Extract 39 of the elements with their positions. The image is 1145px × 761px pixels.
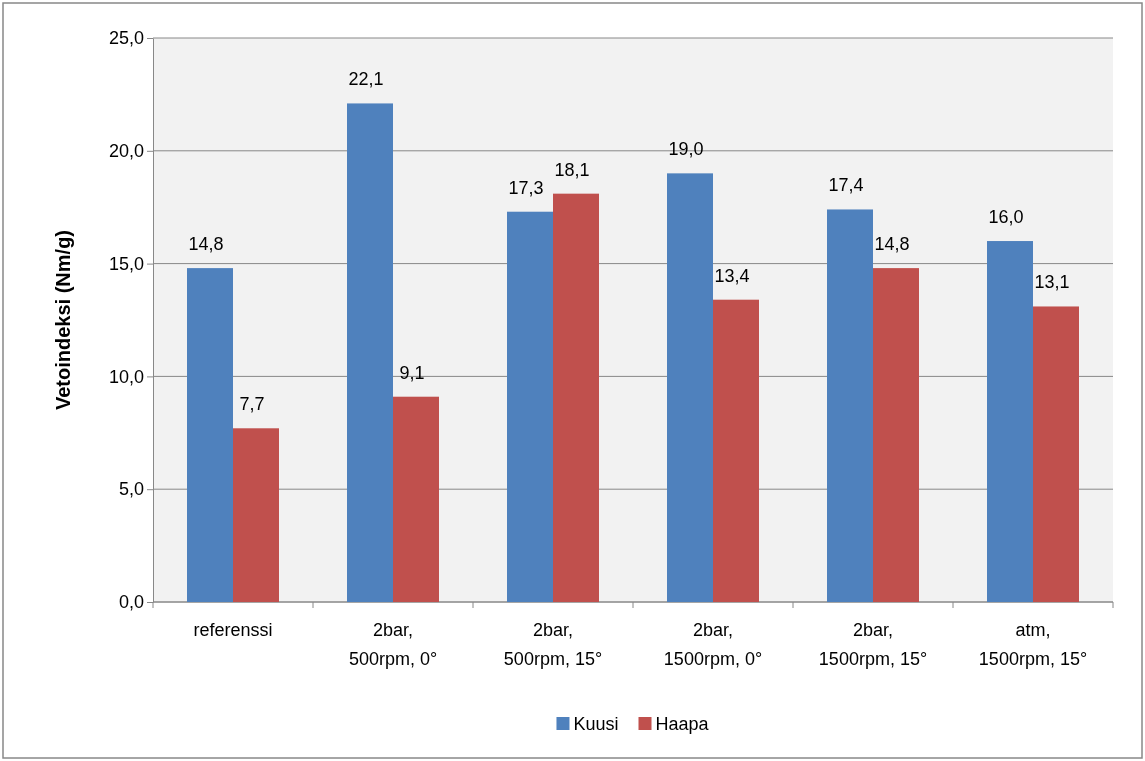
bar bbox=[393, 396, 439, 602]
x-tick-label: 2bar, 500rpm, 15° bbox=[503, 620, 603, 669]
data-label: 17,3 bbox=[508, 177, 544, 198]
bar bbox=[233, 428, 279, 602]
bar bbox=[987, 241, 1033, 602]
data-label: 13,1 bbox=[1034, 272, 1070, 293]
data-label: 22,1 bbox=[348, 69, 384, 90]
bar bbox=[553, 193, 599, 602]
bar bbox=[713, 299, 759, 602]
x-tick-label: 2bar, 1500rpm, 15° bbox=[818, 620, 928, 669]
data-label: 17,4 bbox=[828, 175, 864, 196]
y-tick-label: 5,0 bbox=[118, 479, 144, 500]
x-tick-label: 2bar, 500rpm, 0° bbox=[348, 620, 438, 669]
x-tick-label: atm, 1500rpm, 15° bbox=[978, 620, 1088, 669]
data-label: 14,8 bbox=[188, 234, 224, 255]
bar bbox=[187, 268, 233, 602]
bar bbox=[347, 103, 393, 602]
data-label: 19,0 bbox=[668, 139, 704, 160]
data-label: 9,1 bbox=[399, 362, 425, 383]
y-tick-label: 0,0 bbox=[118, 592, 144, 613]
bar bbox=[667, 173, 713, 602]
y-tick-label: 20,0 bbox=[108, 141, 144, 162]
bar bbox=[873, 268, 919, 602]
x-tick-label: 2bar, 1500rpm, 0° bbox=[663, 620, 763, 669]
legend-label: Haapa bbox=[655, 714, 710, 734]
y-axis-title: Vetoindeksi (Nm/g) bbox=[52, 229, 74, 411]
y-tick-label: 15,0 bbox=[108, 253, 144, 274]
bar bbox=[827, 209, 873, 602]
data-label: 18,1 bbox=[554, 159, 590, 180]
y-tick-label: 10,0 bbox=[108, 366, 144, 387]
y-tick-label: 25,0 bbox=[108, 28, 144, 49]
bar bbox=[507, 211, 553, 602]
data-label: 14,8 bbox=[874, 234, 910, 255]
data-label: 7,7 bbox=[239, 394, 265, 415]
data-label: 16,0 bbox=[988, 207, 1024, 228]
data-label: 13,4 bbox=[714, 265, 750, 286]
legend-label: Kuusi bbox=[573, 714, 619, 734]
x-tick-label: referenssi bbox=[193, 620, 273, 640]
bar bbox=[1033, 306, 1079, 602]
